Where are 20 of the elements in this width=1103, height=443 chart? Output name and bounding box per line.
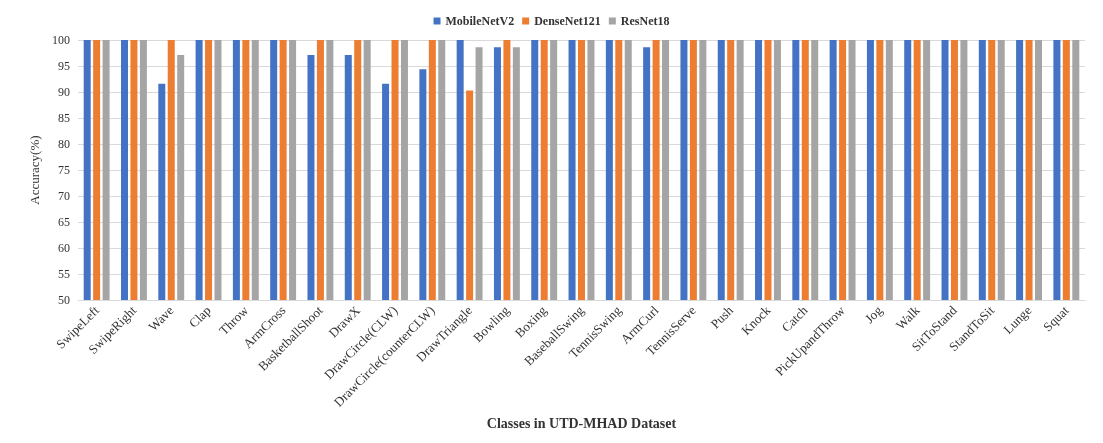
x-tick-label: Jog xyxy=(861,302,886,327)
x-axis-title: Classes in UTD-MHAD Dataset xyxy=(486,415,677,431)
y-tick-label: 80 xyxy=(58,137,70,152)
y-tick-label: 55 xyxy=(58,267,70,282)
legend-label: ResNet18 xyxy=(620,14,670,28)
y-tick-label: 100 xyxy=(52,33,70,47)
y-tick-label: 70 xyxy=(58,189,70,204)
y-tick-label: 75 xyxy=(58,163,70,178)
legend-label: MobileNetV2 xyxy=(445,14,515,28)
y-tick-label: 65 xyxy=(58,215,70,230)
y-tick-label: 95 xyxy=(58,59,70,74)
y-tick-label: 85 xyxy=(58,111,70,126)
y-tick-label: 90 xyxy=(58,85,70,100)
y-axis-title: Accuracy(%) xyxy=(27,135,43,205)
x-tick-label: Wave xyxy=(145,302,177,335)
x-tick-label: Clap xyxy=(185,302,214,331)
y-tick-label: 60 xyxy=(58,241,70,256)
y-tick-label: 50 xyxy=(58,293,70,308)
x-tick-label: Push xyxy=(707,302,737,332)
legend-label: DenseNet121 xyxy=(534,14,601,28)
